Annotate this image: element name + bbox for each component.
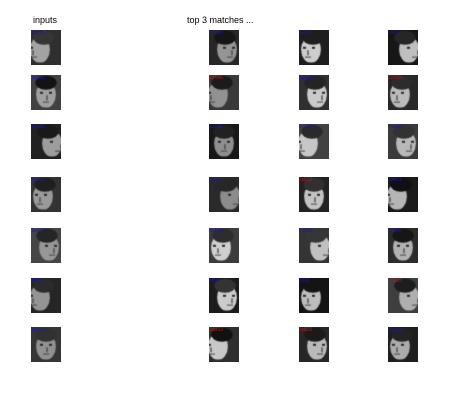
match-face-image: 1s6/11 <box>299 327 329 362</box>
face-picture <box>388 228 418 263</box>
match-face-image: 1s7/03 <box>388 75 418 110</box>
face-picture <box>31 177 61 212</box>
match-face-image: 1f/02 <box>299 278 329 313</box>
match-face-image: 1s5/13 <box>388 327 418 362</box>
face-picture <box>388 278 418 313</box>
match-face-image: 1s3/20 <box>299 75 329 110</box>
face-picture <box>388 177 418 212</box>
face-picture <box>209 228 239 263</box>
match-face-image: 1s4/05 <box>388 228 418 263</box>
match-face-image: 1s2/20 <box>299 124 329 159</box>
input-face-image: 1s4/12 <box>31 228 61 263</box>
face-picture <box>299 124 329 159</box>
match-face-image: 1s2/26 <box>388 124 418 159</box>
face-picture <box>388 124 418 159</box>
face-picture <box>299 278 329 313</box>
input-face-image: 1s4/11 <box>31 177 61 212</box>
face-picture <box>299 327 329 362</box>
face-picture <box>388 327 418 362</box>
match-face-image: 1s2/18 <box>388 30 418 65</box>
match-face-image: 1s4/25 <box>299 228 329 263</box>
face-picture <box>299 30 329 65</box>
face-picture <box>209 278 239 313</box>
face-picture <box>31 327 61 362</box>
face-picture <box>209 30 239 65</box>
match-face-image: 1s5/11 <box>299 177 329 212</box>
matches-header: top 3 matches ... <box>187 15 254 25</box>
face-picture <box>388 30 418 65</box>
face-picture <box>299 177 329 212</box>
match-face-image: 1s2/25 <box>209 124 239 159</box>
match-face-image: 1s4/11 <box>209 177 239 212</box>
match-face-image: 1s2/20 <box>209 30 239 65</box>
face-picture <box>31 124 61 159</box>
input-face-image: 1s3/15 <box>31 75 61 110</box>
match-face-image: 1s7/06 <box>209 75 239 110</box>
face-picture <box>209 327 239 362</box>
face-picture <box>31 228 61 263</box>
input-face-image: 1s5/13 <box>31 327 61 362</box>
face-picture <box>388 75 418 110</box>
face-picture <box>299 228 329 263</box>
face-picture <box>31 30 61 65</box>
face-picture <box>31 278 61 313</box>
match-face-image: 1s5/03 <box>388 278 418 313</box>
face-picture <box>209 124 239 159</box>
input-face-image: 1s2/15 <box>31 30 61 65</box>
input-face-image: 1s2/25 <box>31 124 61 159</box>
face-picture <box>299 75 329 110</box>
match-face-image: 1s4/11 <box>388 177 418 212</box>
match-face-image: 1s2/21 <box>299 30 329 65</box>
input-face-image: 1f/03 <box>31 278 61 313</box>
match-face-image: 1s4/10 <box>209 228 239 263</box>
match-face-image: 1f/02 <box>209 278 239 313</box>
match-face-image: 1s6/13 <box>209 327 239 362</box>
face-picture <box>209 177 239 212</box>
inputs-header: inputs <box>33 15 58 25</box>
face-picture <box>209 75 239 110</box>
face-picture <box>31 75 61 110</box>
